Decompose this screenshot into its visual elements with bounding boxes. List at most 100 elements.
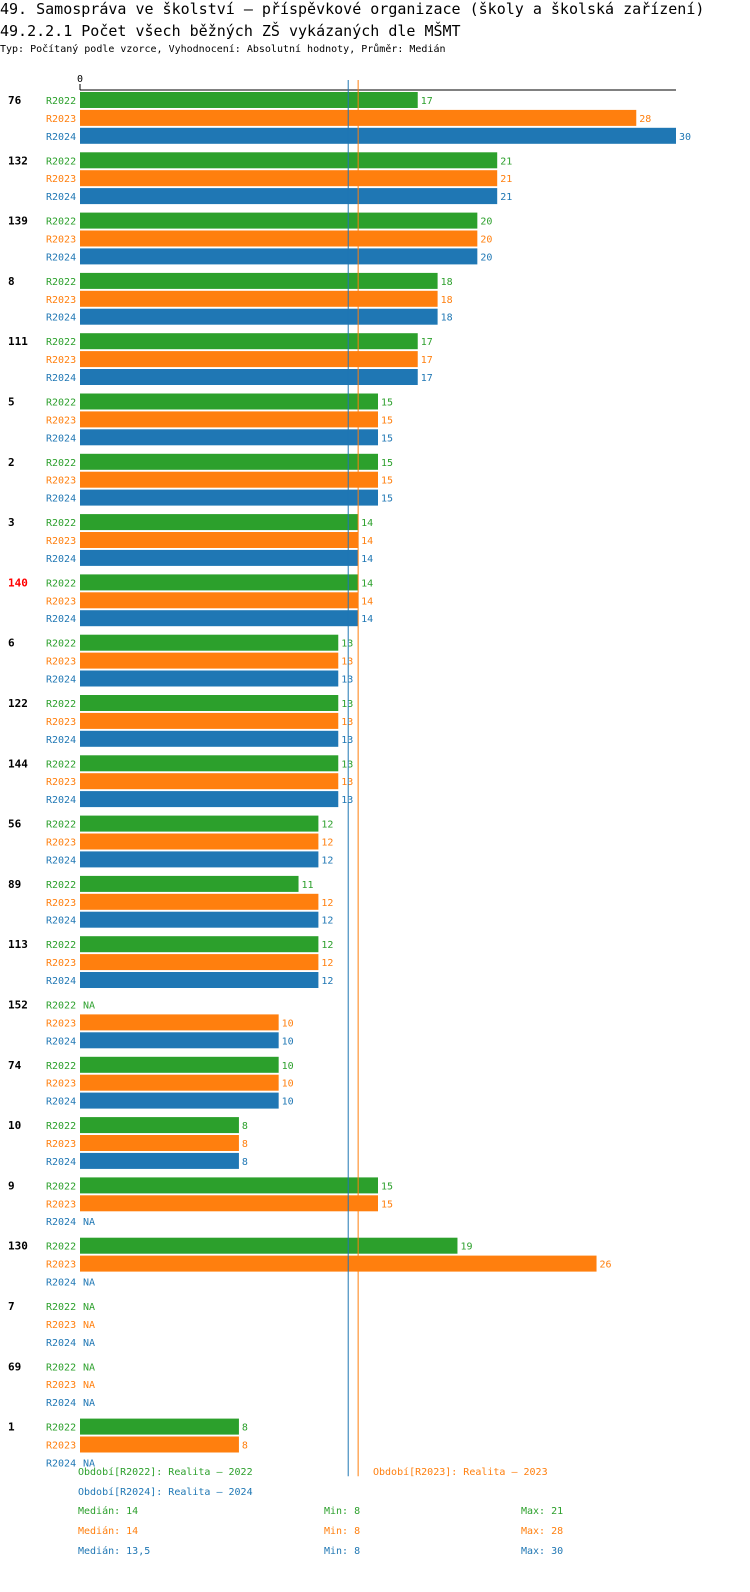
- bar: [80, 755, 339, 772]
- series-label: R2022: [46, 1362, 76, 1373]
- series-label: R2024: [46, 735, 76, 746]
- bar-value-label: 8: [242, 1139, 248, 1150]
- bar: [80, 773, 339, 790]
- group-label: 5: [8, 396, 15, 409]
- bar-value-label: 14: [361, 614, 373, 625]
- bar-value-label: 8: [242, 1121, 248, 1132]
- bar: [80, 1195, 378, 1212]
- series-label: R2024: [46, 1278, 76, 1289]
- group-label: 6: [8, 637, 15, 650]
- series-label: R2022: [46, 1242, 76, 1253]
- bar: [80, 1237, 458, 1254]
- series-label: R2022: [46, 518, 76, 529]
- group-label: 111: [8, 335, 28, 348]
- series-label: R2022: [46, 1302, 76, 1313]
- legend-max: Max: 30: [521, 1546, 563, 1557]
- legend-min: Min: 8: [324, 1526, 360, 1537]
- bar-value-label: 14: [361, 596, 373, 607]
- bar-value-label: 13: [341, 777, 353, 788]
- bar-value-label: 13: [341, 675, 353, 686]
- group-label: 8: [8, 275, 15, 288]
- series-label: R2022: [46, 96, 76, 107]
- series-label: R2022: [46, 1423, 76, 1434]
- bar-value-label: 17: [421, 355, 433, 366]
- legend-min: Min: 8: [324, 1546, 360, 1557]
- bar-value-label: 12: [321, 940, 333, 951]
- bar: [80, 670, 339, 687]
- series-label: R2024: [46, 855, 76, 866]
- series-label: R2024: [46, 1157, 76, 1168]
- bar-value-label: 13: [341, 639, 353, 650]
- bar-value-label: 14: [361, 518, 373, 529]
- bar: [80, 248, 478, 265]
- group-label: 69: [8, 1360, 21, 1373]
- series-label: R2024: [46, 1458, 76, 1469]
- bar: [80, 1117, 239, 1134]
- series-label: R2024: [46, 433, 76, 444]
- bar: [80, 833, 319, 850]
- bar-value-label: 8: [242, 1423, 248, 1434]
- bar: [80, 592, 359, 609]
- series-label: R2023: [46, 1018, 76, 1029]
- bar-value-label: 19: [460, 1242, 472, 1253]
- group-label: 9: [8, 1179, 15, 1192]
- bar: [80, 532, 359, 548]
- bar: [80, 1056, 279, 1073]
- bar-value-label: 8: [242, 1441, 248, 1452]
- bar: [80, 911, 319, 928]
- bar: [80, 411, 378, 428]
- group-label: 140: [8, 576, 28, 589]
- group-label: 122: [8, 697, 28, 710]
- na-label: NA: [83, 1217, 95, 1228]
- na-label: NA: [83, 1278, 95, 1289]
- bar-value-label: 15: [381, 476, 393, 487]
- series-label: R2023: [46, 1320, 76, 1331]
- bar-value-label: 10: [282, 1061, 294, 1072]
- bar-value-label: 10: [282, 1097, 294, 1108]
- bar: [80, 393, 378, 410]
- bar-value-label: 20: [480, 252, 492, 263]
- bar: [80, 351, 418, 368]
- bar-value-label: 12: [321, 976, 333, 987]
- series-label: R2024: [46, 192, 76, 203]
- bar: [80, 1255, 597, 1272]
- series-label: R2023: [46, 536, 76, 547]
- bar: [80, 127, 676, 144]
- chart-meta: Typ: Počítaný podle vzorce, Vyhodnocení:…: [0, 44, 446, 55]
- series-label: R2024: [46, 252, 76, 263]
- series-label: R2022: [46, 1181, 76, 1192]
- bar-value-label: 10: [282, 1018, 294, 1029]
- bar-value-label: 21: [500, 156, 512, 167]
- series-label: R2023: [46, 1260, 76, 1271]
- group-label: 130: [8, 1240, 28, 1253]
- series-label: R2023: [46, 1380, 76, 1391]
- bar-value-label: 30: [679, 132, 691, 143]
- bar: [80, 1014, 279, 1031]
- bar: [80, 652, 339, 669]
- series-label: R2022: [46, 940, 76, 951]
- bar: [80, 549, 359, 566]
- bar-value-label: 12: [321, 898, 333, 909]
- series-label: R2023: [46, 114, 76, 125]
- bar: [80, 272, 438, 289]
- x-tick-label: 0: [77, 74, 83, 85]
- bar-value-label: 14: [361, 578, 373, 589]
- bar-value-label: 13: [341, 735, 353, 746]
- series-label: R2023: [46, 657, 76, 668]
- group-label: 7: [8, 1300, 15, 1313]
- bar-value-label: 12: [321, 916, 333, 927]
- group-label: 152: [8, 999, 28, 1012]
- group-label: 3: [8, 516, 15, 529]
- series-label: R2024: [46, 1338, 76, 1349]
- series-label: R2024: [46, 132, 76, 143]
- series-label: R2022: [46, 156, 76, 167]
- bar-value-label: 17: [421, 96, 433, 107]
- series-label: R2024: [46, 916, 76, 927]
- bar: [80, 954, 319, 971]
- bar-value-label: 12: [321, 820, 333, 831]
- series-label: R2024: [46, 675, 76, 686]
- bar: [80, 92, 418, 108]
- bar: [80, 1177, 378, 1194]
- legend-max: Max: 28: [521, 1526, 563, 1537]
